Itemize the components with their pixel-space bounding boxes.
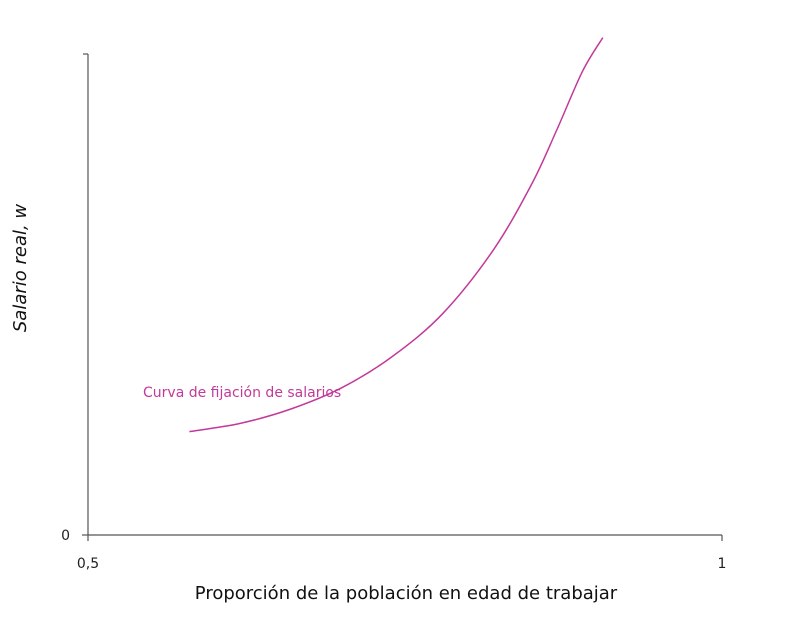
x-tick-label-0-5: 0,5: [77, 556, 99, 572]
x-tick-label-1: 1: [718, 556, 727, 572]
y-axis-title: Salario real, w: [10, 204, 31, 333]
wage-setting-curve: [189, 37, 604, 433]
y-tick-label-0: 0: [61, 528, 70, 544]
x-axis-title: Proporción de la población en edad de tr…: [195, 583, 618, 604]
plot-area: 0,5 1 0 Curva de fijación de salarios Pr…: [10, 37, 727, 604]
curve-label: Curva de fijación de salarios: [143, 385, 341, 401]
